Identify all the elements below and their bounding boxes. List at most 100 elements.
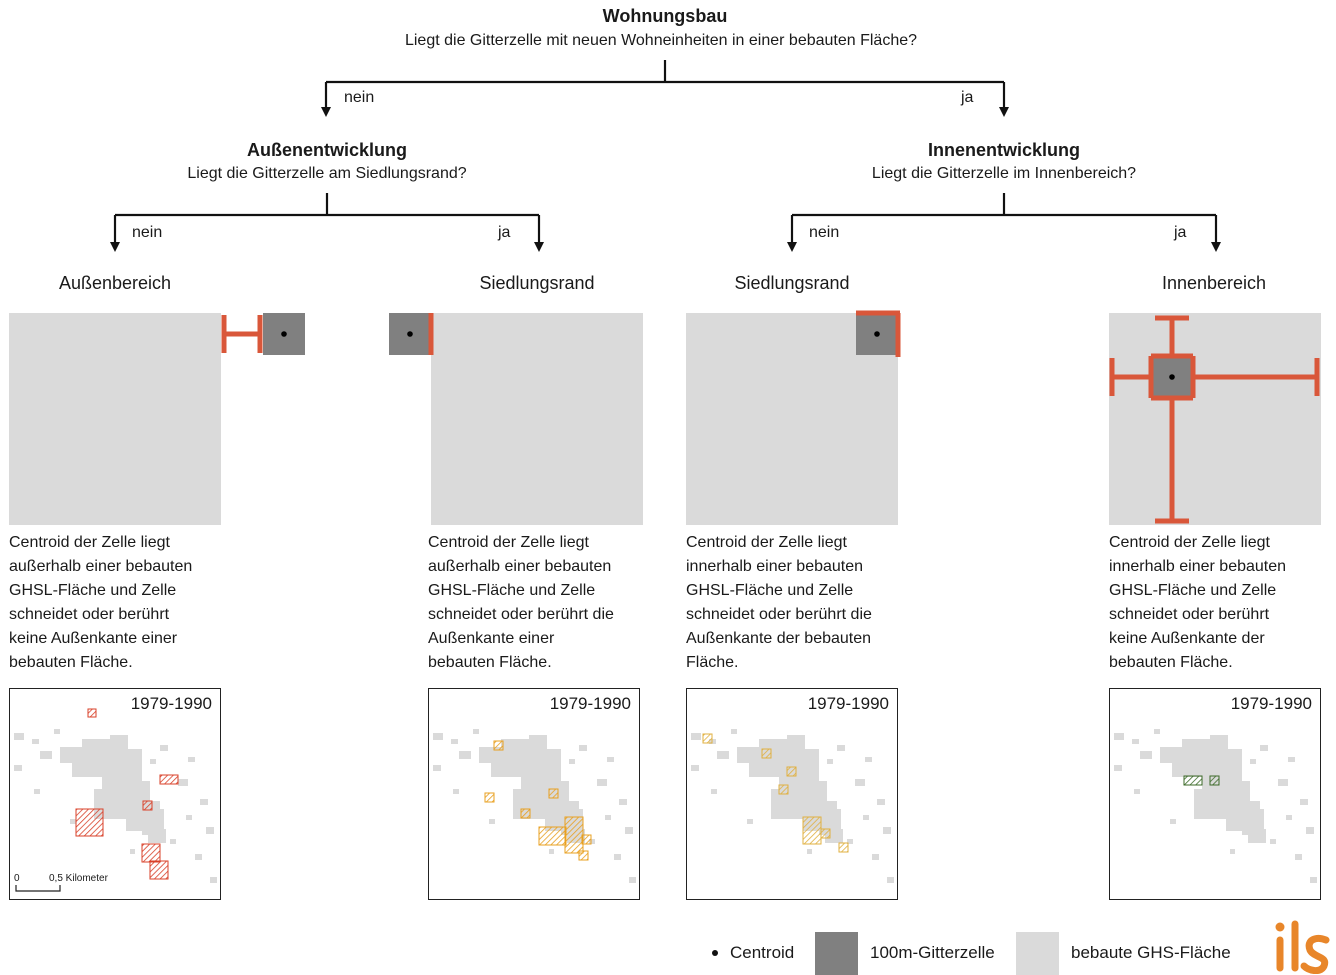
legend-grid-cell-label: 100m-Gitterzelle [870, 943, 995, 963]
built-area-patch [827, 759, 833, 764]
built-area-patch [433, 765, 441, 771]
left-node-yes-label: ja [498, 224, 510, 242]
description-line: keine Außenkante einer [9, 627, 192, 651]
built-area-patch [1286, 815, 1292, 820]
map-period-label: 1979-1990 [808, 694, 889, 714]
built-area-patch [1230, 849, 1235, 854]
description-line: Fläche. [686, 651, 872, 675]
built-area-patch [737, 747, 759, 763]
settlement-map [429, 689, 641, 901]
ils-logo [1268, 918, 1334, 974]
built-area-patch [787, 735, 805, 751]
built-area-patch [711, 789, 717, 794]
built-area-patch [1140, 751, 1152, 759]
map-period-label: 1979-1990 [131, 694, 212, 714]
right-node-question: Liegt die Gitterzelle im Innenbereich? [872, 165, 1136, 183]
built-area-patch [1134, 789, 1140, 794]
right-node-yes-label: ja [1174, 224, 1186, 242]
description-line: bebauten Fläche. [428, 651, 614, 675]
hatched-grid-cell [703, 734, 712, 743]
built-area-patch [1132, 739, 1139, 744]
category-label-siedlungsrand-innen: Siedlungsrand [734, 273, 849, 294]
schematic-aussenbereich [9, 313, 305, 525]
hatched-grid-cell [539, 827, 566, 845]
hatched-grid-cell [160, 775, 178, 784]
scale-bar-label: 0,5 Kilometer [49, 873, 108, 884]
built-area-patch [883, 827, 891, 834]
settlement-map [10, 689, 222, 901]
description-line: schneidet oder berührt die [686, 603, 872, 627]
built-area-patch [433, 733, 443, 740]
hatched-grid-cell [1184, 776, 1202, 785]
root-title: Wohnungsbau [603, 6, 728, 27]
built-area-patch [1278, 779, 1288, 786]
description-line: keine Außenkante der [1109, 627, 1286, 651]
built-area-patch [872, 854, 879, 860]
hatched-grid-cell [762, 749, 771, 758]
built-area-patch [887, 877, 894, 883]
settlement-map [687, 689, 899, 901]
built-area-patch [130, 849, 135, 854]
category-label-aussenbereich: Außenbereich [59, 273, 171, 294]
description-line: schneidet oder berührt [1109, 603, 1286, 627]
built-area-patch [837, 745, 845, 751]
hatched-grid-cell [521, 809, 530, 818]
built-area-patch [1260, 745, 1268, 751]
description-line: Centroid der Zelle liegt [428, 531, 614, 555]
settlement-map [1110, 689, 1322, 901]
map-period-label: 1979-1990 [550, 694, 631, 714]
root-yes-label: ja [961, 89, 973, 107]
schematic-siedlungsrand-aussen [389, 313, 643, 525]
built-area-patch [549, 849, 554, 854]
built-area-patch [60, 747, 82, 763]
built-area-patch [717, 751, 729, 759]
built-area-patch [863, 815, 869, 820]
root-question: Liegt die Gitterzelle mit neuen Wohneinh… [405, 32, 917, 50]
description-line: Außenkante der bebauten [686, 627, 872, 651]
hatched-grid-cell [485, 793, 494, 802]
built-area-patch [1250, 759, 1256, 764]
description-siedlungsrand-aussen: Centroid der Zelle liegt außerhalb einer… [428, 531, 614, 675]
built-area-patch [188, 757, 195, 762]
built-area-patch [529, 735, 547, 751]
scale-bar-zero: 0 [14, 873, 20, 884]
built-area-patch [473, 729, 479, 734]
built-area-patch [747, 819, 753, 824]
schematic-innenbereich [1109, 313, 1321, 525]
hatched-grid-cell [821, 829, 830, 838]
hatched-grid-cell [76, 809, 103, 836]
left-node-question: Liegt die Gitterzelle am Siedlungsrand? [187, 165, 466, 183]
built-area-patch [200, 799, 208, 805]
map-aussenbereich: 1979-1990 0 0,5 Kilometer [9, 688, 221, 900]
built-area-patch [597, 779, 607, 786]
built-area-patch [855, 779, 865, 786]
hatched-grid-cell [494, 741, 503, 750]
built-area-patch [1270, 839, 1276, 844]
built-area-patch [569, 759, 575, 764]
category-label-siedlungsrand-aussen: Siedlungsrand [479, 273, 594, 294]
built-area-patch [160, 745, 168, 751]
built-area-patch [1306, 827, 1314, 834]
description-line: Außenkante einer [428, 627, 614, 651]
description-line: außerhalb einer bebauten [9, 555, 192, 579]
built-area-patch [1170, 819, 1176, 824]
right-node-no-label: nein [809, 224, 839, 242]
built-area-patch [691, 765, 699, 771]
description-line: GHSL-Fläche und Zelle [686, 579, 872, 603]
built-area-patch [629, 877, 636, 883]
hatched-grid-cell [549, 789, 558, 798]
left-node-no-label: nein [132, 224, 162, 242]
description-line: schneidet oder berührt die [428, 603, 614, 627]
description-siedlungsrand-innen: Centroid der Zelle liegt innerhalb einer… [686, 531, 872, 675]
built-area-patch [54, 729, 60, 734]
ils-logo-mark [1268, 918, 1334, 974]
built-area-patch [210, 877, 217, 883]
built-area-patch [1288, 757, 1295, 762]
built-area-patch [1114, 765, 1122, 771]
description-innenbereich: Centroid der Zelle liegt innerhalb einer… [1109, 531, 1286, 675]
built-area-patch [731, 729, 737, 734]
built-area-patch [110, 735, 128, 751]
hatched-grid-cell [150, 861, 168, 879]
built-area-patch [32, 739, 39, 744]
built-area-patch [1300, 799, 1308, 805]
